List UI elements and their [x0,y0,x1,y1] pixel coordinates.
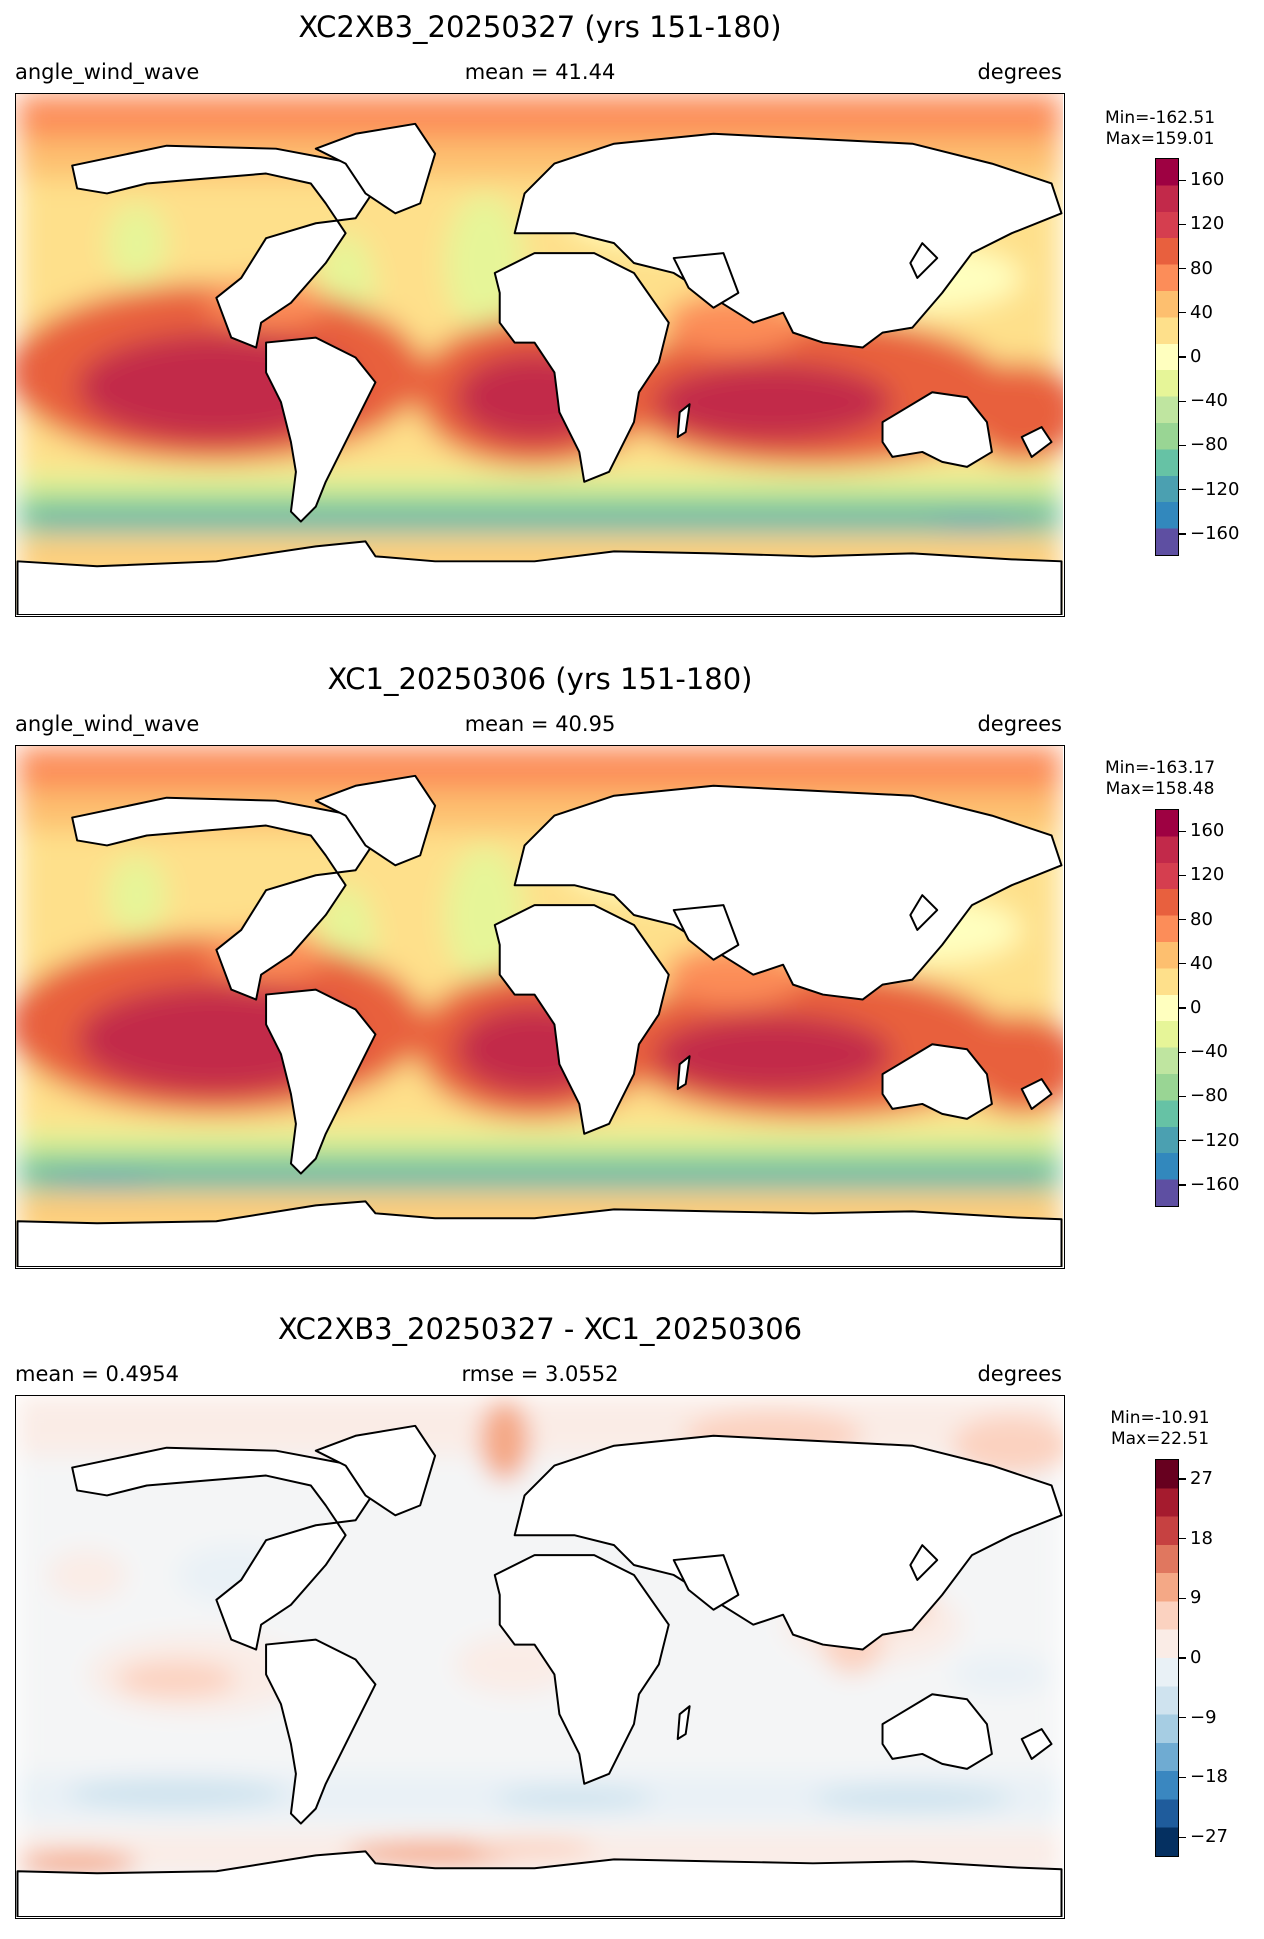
tick-label: 40 [1190,952,1213,974]
tick-label: 160 [1190,169,1225,191]
panel-title: XC2XB3_20250327 - XC1_20250306 [277,1312,803,1346]
tick-label: −120 [1190,478,1240,500]
tick-label: 80 [1190,257,1213,279]
tick-label: 9 [1190,1587,1202,1609]
tick-mark [1179,1597,1186,1599]
colorbar [1155,809,1179,1207]
tick-mark [1179,1051,1186,1053]
min-label: Min=-163.17 [1104,758,1216,778]
tick-mark [1179,874,1186,877]
tick-label: 0 [1190,346,1202,367]
variable-label: angle_wind_wave [15,712,200,736]
tick-label: −160 [1190,1173,1240,1195]
tick-mark [1179,1478,1186,1480]
tick-label: −160 [1190,522,1240,544]
tick-label: 40 [1190,301,1213,323]
tick-mark [1179,533,1186,535]
map-plot [15,1395,1065,1919]
min-label: Min=-162.51 [1104,108,1216,128]
tick-label: −40 [1190,1041,1228,1063]
tick-mark [1179,963,1186,965]
tick-mark [1179,489,1186,491]
tick-label: 120 [1190,864,1225,886]
tick-mark [1179,1007,1186,1009]
tick-mark [1179,1776,1186,1779]
mean-label: mean = 0.4954 [15,1362,179,1386]
map-svg [16,94,1063,615]
tick-mark [1179,1095,1186,1098]
panel-title: XC2XB3_20250327 (yrs 151-180) [298,10,782,44]
rmse-label: rmse = 3.0552 [461,1362,619,1386]
max-label: Max=158.48 [1105,779,1215,799]
panel-title: XC1_20250306 (yrs 151-180) [327,662,753,696]
tick-label: 18 [1190,1527,1213,1549]
max-label: Max=159.01 [1105,129,1215,149]
tick-mark [1179,444,1186,447]
colorbar-ticks: 27 18 9 0 −9 −18 −27 [1179,1459,1259,1857]
tick-label: −80 [1190,1085,1228,1107]
colorbar [1155,1459,1179,1857]
tick-label: −120 [1190,1129,1240,1151]
tick-label: 0 [1190,997,1202,1018]
colorbar [1155,158,1179,556]
max-label: Max=22.51 [1110,1429,1210,1449]
tick-label: −40 [1190,390,1228,412]
tick-label: 27 [1190,1467,1213,1489]
units-label: degrees [977,1362,1062,1386]
units-label: degrees [977,60,1062,84]
tick-mark [1179,223,1186,226]
tick-label: −80 [1190,434,1228,456]
tick-mark [1179,356,1186,358]
tick-label: 80 [1190,908,1213,930]
variable-label: angle_wind_wave [15,60,200,84]
map-plot [15,745,1065,1269]
tick-mark [1179,1717,1186,1719]
mean-label: mean = 40.95 [464,712,616,736]
tick-mark [1179,312,1186,314]
tick-mark [1179,400,1186,402]
tick-mark [1179,179,1186,181]
tick-label: 0 [1190,1647,1202,1668]
tick-mark [1179,1657,1186,1659]
tick-label: −27 [1190,1826,1228,1848]
tick-mark [1179,830,1186,832]
tick-label: −9 [1190,1706,1217,1728]
map-plot [15,93,1065,617]
tick-mark [1179,1836,1186,1838]
map-svg [16,1396,1063,1917]
tick-mark [1179,918,1186,921]
colorbar-ticks: 160 120 80 40 0 −40 −80 −120 −160 [1179,158,1259,556]
tick-mark [1179,1184,1186,1186]
tick-label: 160 [1190,820,1225,842]
tick-mark [1179,1140,1186,1142]
min-label: Min=-10.91 [1110,1408,1210,1428]
tick-label: −18 [1190,1766,1228,1788]
tick-label: 120 [1190,213,1225,235]
tick-mark [1179,267,1186,270]
units-label: degrees [977,712,1062,736]
colorbar-ticks: 160 120 80 40 0 −40 −80 −120 −160 [1179,809,1259,1207]
tick-mark [1179,1538,1186,1540]
mean-label: mean = 41.44 [464,60,616,84]
map-svg [16,746,1063,1267]
